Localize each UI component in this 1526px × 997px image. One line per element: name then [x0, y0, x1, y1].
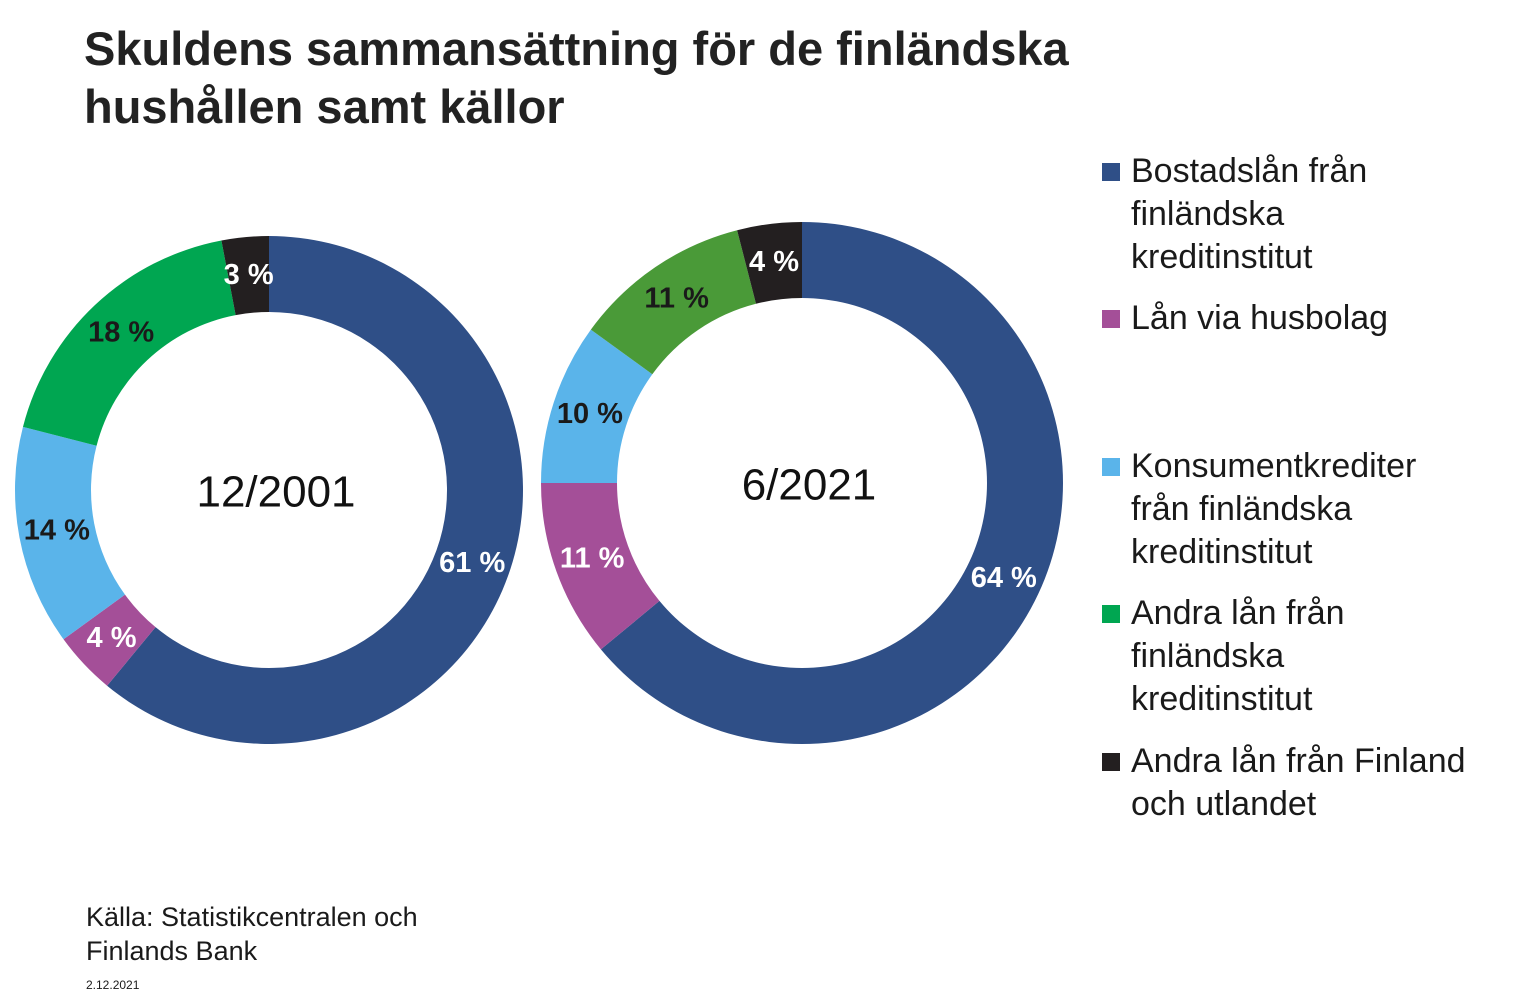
center-label: 6/2021: [742, 461, 877, 510]
data-label-bostad: 64 %: [971, 562, 1037, 594]
data-label-husbolag: 11 %: [560, 543, 625, 575]
center-label: 12/2001: [196, 468, 355, 517]
legend-label-line: Andra lån från Finland: [1131, 740, 1521, 783]
legend-label-line: från finländska: [1131, 488, 1521, 531]
data-label-andra: 18 %: [88, 317, 154, 349]
source-note: Källa: Statistikcentralen och Finlands B…: [86, 900, 418, 968]
legend-label-andra: Andra lån från finländska kreditinstitut: [1131, 592, 1521, 721]
legend-swatch-andra: [1102, 605, 1120, 623]
legend-label-konsument: Konsumentkrediter från finländska kredit…: [1131, 445, 1521, 574]
legend-label-line: och utlandet: [1131, 783, 1521, 826]
data-label-konsument: 10 %: [557, 398, 623, 430]
legend-label-line: kreditinstitut: [1131, 678, 1521, 721]
legend-swatch-utland: [1102, 753, 1120, 771]
data-label-husbolag: 4 %: [87, 622, 137, 654]
source-line-2: Finlands Bank: [86, 934, 418, 968]
legend-label-line: Lån via husbolag: [1131, 297, 1521, 340]
legend-label-line: kreditinstitut: [1131, 236, 1521, 279]
legend-label-line: finländska: [1131, 193, 1521, 236]
legend-label-line: Bostadslån från: [1131, 150, 1521, 193]
donut-chart-12-2001: 61 % 4 % 14 % 18 % 3 % 12/2001: [15, 236, 523, 744]
data-label-konsument: 14 %: [24, 514, 90, 546]
data-label-bostad: 61 %: [439, 547, 505, 579]
legend-label-line: Andra lån från: [1131, 592, 1521, 635]
legend-label-bostad: Bostadslån från finländska kreditinstitu…: [1131, 150, 1521, 279]
source-line-1: Källa: Statistikcentralen och: [86, 900, 418, 934]
legend-swatch-husbolag: [1102, 310, 1120, 328]
data-label-utland: 3 %: [224, 259, 274, 291]
legend-label-utland: Andra lån från Finland och utlandet: [1131, 740, 1521, 826]
legend-swatch-bostad: [1102, 163, 1120, 181]
legend-swatch-konsument: [1102, 458, 1120, 476]
donut-chart-6-2021: 64 % 11 % 10 % 11 % 4 % 6/2021: [541, 222, 1063, 744]
data-label-andra: 11 %: [644, 283, 709, 315]
legend-label-husbolag: Lån via husbolag: [1131, 297, 1521, 340]
data-label-utland: 4 %: [749, 246, 799, 278]
legend-label-line: Konsumentkrediter: [1131, 445, 1521, 488]
legend-label-line: kreditinstitut: [1131, 531, 1521, 574]
publish-date: 2.12.2021: [86, 978, 139, 992]
legend-label-line: finländska: [1131, 635, 1521, 678]
